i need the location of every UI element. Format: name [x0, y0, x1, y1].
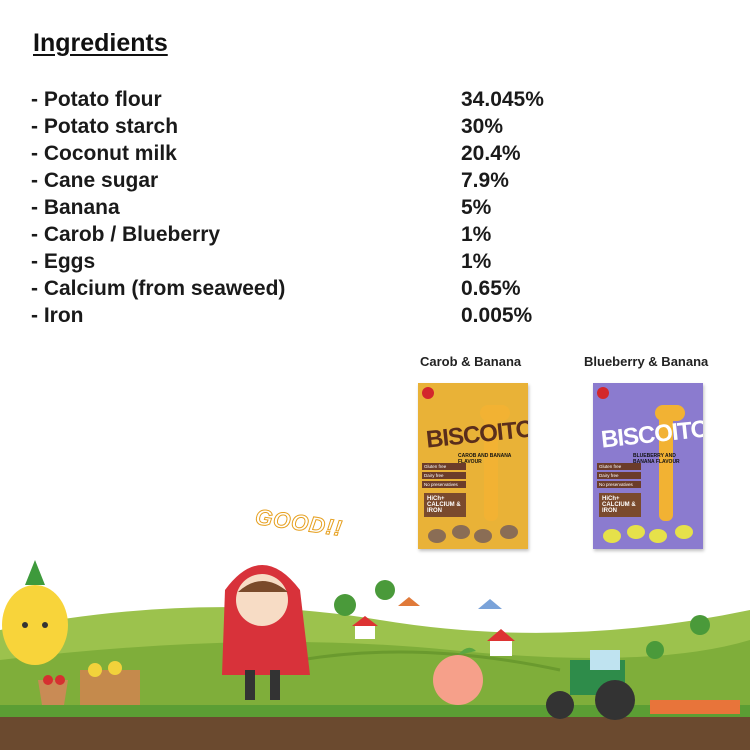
ingredient-name: - Calcium (from seaweed) [31, 277, 286, 300]
ingredient-name: - Carob / Blueberry [31, 223, 221, 246]
biscuit [675, 525, 693, 539]
ingredient-percent: 0.005% [461, 304, 533, 327]
biscuit [452, 525, 470, 539]
claim-label: No preservatives [422, 481, 466, 488]
ingredient-percent: 20.4% [461, 142, 521, 165]
biscuit [627, 525, 645, 539]
pineapple-character [2, 560, 68, 665]
girl-character [222, 565, 310, 700]
product-box-carob: BISCOITO CAROB AND BANANA FLAVOUR Gluten… [418, 383, 528, 549]
biscuit [500, 525, 518, 539]
page-title: Ingredients [33, 29, 168, 57]
tractor [546, 650, 740, 720]
calcium-badge: HiCh+ CALCIUM & IRON [424, 493, 466, 517]
ingredient-row: - Banana 5% [31, 194, 591, 221]
apple-monkey-logo [597, 387, 609, 399]
crate [80, 661, 140, 705]
ingredient-percent: 30% [461, 115, 504, 138]
houses [352, 597, 515, 656]
claim-label: Dairy free [422, 472, 466, 479]
apple-monkey-logo [422, 387, 434, 399]
biscuit [603, 529, 621, 543]
claim-label: No preservatives [597, 481, 641, 488]
ingredient-percent: 0.65% [461, 277, 521, 300]
ingredient-row: - Potato starch 30% [31, 113, 591, 140]
ingredient-name: - Cane sugar [31, 169, 159, 192]
peach-character [433, 647, 483, 705]
giraffe [484, 411, 498, 521]
ingredient-name: - Coconut milk [31, 142, 177, 165]
farm-illustration [0, 560, 750, 750]
claims: Gluten free Dairy free No preservatives [597, 463, 641, 490]
trees [334, 580, 710, 659]
ingredient-name: - Potato flour [31, 88, 162, 111]
ingredient-row: - Cane sugar 7.9% [31, 167, 591, 194]
ingredient-row: - Potato flour 34.045% [31, 86, 591, 113]
claim-label: Gluten free [422, 463, 466, 470]
ingredient-row: - Eggs 1% [31, 248, 591, 275]
flavour-label: CAROB AND BANANA FLAVOUR [458, 453, 512, 465]
product-box-blueberry: BISCOITO BLUEBERRY AND BANANA FLAVOUR Gl… [593, 383, 703, 549]
brand-name: BISCOITO [599, 415, 703, 454]
ingredient-list: - Potato flour 34.045% - Potato starch 30% -… [31, 86, 591, 329]
product-caption-blueberry: Blueberry & Banana [584, 354, 709, 369]
ingredient-row: - Iron 0.005% [31, 302, 591, 329]
brand-name: BISCOITO [424, 415, 528, 454]
biscuit [649, 529, 667, 543]
soil [0, 715, 750, 750]
calcium-badge: HiCh+ CALCIUM & IRON [599, 493, 641, 517]
claim-label: Gluten free [597, 463, 641, 470]
ingredient-percent: 5% [461, 196, 492, 219]
ingredient-name: - Eggs [31, 250, 96, 273]
product-caption-carob: Carob & Banana [420, 354, 522, 369]
ingredient-name: - Potato starch [31, 115, 179, 138]
flavour-label: BLUEBERRY AND BANANA FLAVOUR [633, 453, 680, 465]
ingredient-name: - Banana [31, 196, 120, 219]
ingredient-row: - Calcium (from seaweed) 0.65% [31, 275, 591, 302]
claims: Gluten free Dairy free No preservatives [422, 463, 466, 490]
ingredient-percent: 34.045% [461, 88, 544, 111]
ingredient-row: - Coconut milk 20.4% [31, 140, 591, 167]
ingredient-percent: 7.9% [461, 169, 509, 192]
giraffe [659, 411, 673, 521]
claim-label: Dairy free [597, 472, 641, 479]
basket [38, 675, 68, 705]
ingredient-row: - Carob / Blueberry 1% [31, 221, 591, 248]
ingredient-percent: 1% [461, 223, 492, 246]
biscuit [428, 529, 446, 543]
ingredient-percent: 1% [461, 250, 492, 273]
ingredient-name: - Iron [31, 304, 84, 327]
biscuit [474, 529, 492, 543]
